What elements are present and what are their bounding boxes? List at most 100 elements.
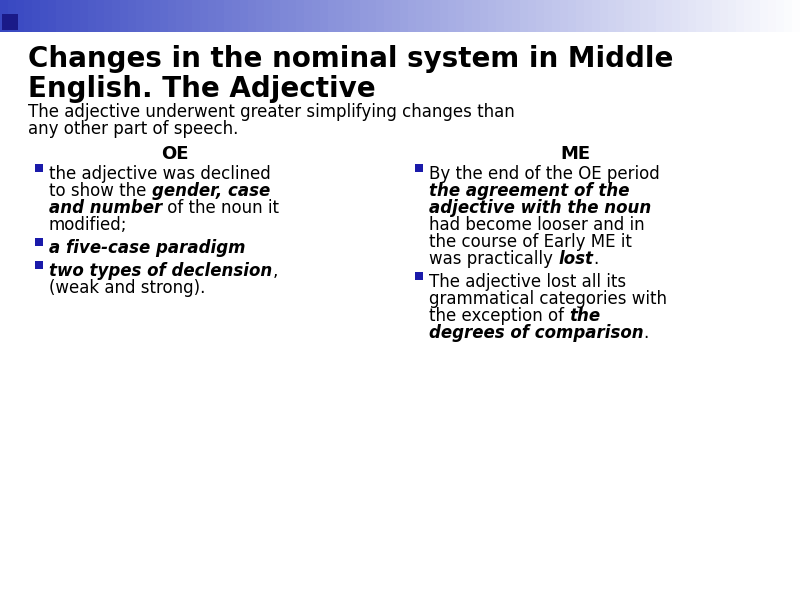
Bar (392, 0, 400, 32)
Bar (672, 0, 680, 32)
Text: grammatical categories with: grammatical categories with (429, 290, 667, 308)
Bar (608, 0, 616, 32)
Bar (400, 0, 408, 32)
Text: the course of Early ME it: the course of Early ME it (429, 233, 632, 251)
Bar (320, 0, 328, 32)
Bar (224, 0, 232, 32)
Text: English. The Adjective: English. The Adjective (28, 75, 376, 103)
Bar (384, 0, 392, 32)
Bar (288, 0, 296, 32)
Bar (72, 0, 80, 32)
Bar (576, 0, 584, 32)
Bar (192, 0, 200, 32)
Bar (415, 164, 423, 172)
Bar (360, 0, 368, 32)
Bar (152, 0, 160, 32)
Bar (488, 0, 496, 32)
Text: OE: OE (162, 145, 189, 163)
Bar (184, 0, 192, 32)
Bar (96, 0, 104, 32)
Bar (600, 0, 608, 32)
Bar (760, 0, 768, 32)
Bar (688, 0, 696, 32)
Bar (680, 0, 688, 32)
Text: .: . (593, 250, 598, 268)
Bar (415, 272, 423, 280)
Bar (792, 0, 800, 32)
Text: of the noun it: of the noun it (162, 199, 279, 217)
Bar (544, 0, 552, 32)
Bar (504, 0, 512, 32)
Text: the: the (570, 307, 600, 325)
Bar (112, 0, 120, 32)
Bar (752, 0, 760, 32)
Bar (784, 0, 792, 32)
Bar (88, 0, 96, 32)
Bar (496, 0, 504, 32)
Bar (472, 0, 480, 32)
Bar (256, 0, 264, 32)
Bar (216, 0, 224, 32)
Bar (432, 0, 440, 32)
Bar (632, 0, 640, 32)
Bar (160, 0, 168, 32)
Bar (168, 0, 176, 32)
Text: two types of declension: two types of declension (49, 262, 272, 280)
Bar (56, 0, 64, 32)
Bar (35, 164, 43, 172)
Bar (35, 261, 43, 269)
Bar (552, 0, 560, 32)
Bar (248, 0, 256, 32)
Bar (480, 0, 488, 32)
Text: adjective with the noun: adjective with the noun (429, 199, 651, 217)
Bar (440, 0, 448, 32)
Text: ,: , (272, 262, 278, 280)
Bar (696, 0, 704, 32)
Bar (144, 0, 152, 32)
Bar (408, 0, 416, 32)
Text: lost: lost (558, 250, 593, 268)
Bar (24, 0, 32, 32)
Bar (16, 0, 24, 32)
Bar (560, 0, 568, 32)
Bar (424, 0, 432, 32)
Text: By the end of the OE period: By the end of the OE period (429, 165, 660, 183)
Bar (344, 0, 352, 32)
Bar (464, 0, 472, 32)
Bar (712, 0, 720, 32)
Bar (240, 0, 248, 32)
Bar (536, 0, 544, 32)
Bar (120, 0, 128, 32)
Bar (520, 0, 528, 32)
Text: any other part of speech.: any other part of speech. (28, 120, 238, 138)
Text: the adjective was declined: the adjective was declined (49, 165, 270, 183)
Text: The adjective lost all its: The adjective lost all its (429, 273, 626, 291)
Bar (136, 0, 144, 32)
Bar (32, 0, 40, 32)
Bar (456, 0, 464, 32)
Text: The adjective underwent greater simplifying changes than: The adjective underwent greater simplify… (28, 103, 514, 121)
Text: was practically: was practically (429, 250, 558, 268)
Bar (776, 0, 784, 32)
Text: .: . (644, 324, 649, 342)
Bar (528, 0, 536, 32)
Text: Changes in the nominal system in Middle: Changes in the nominal system in Middle (28, 45, 674, 73)
Text: had become looser and in: had become looser and in (429, 216, 645, 234)
Bar (656, 0, 664, 32)
Bar (704, 0, 712, 32)
Bar (2, 14, 18, 30)
Bar (304, 0, 312, 32)
Bar (80, 0, 88, 32)
Text: the agreement of the: the agreement of the (429, 182, 630, 200)
Bar (664, 0, 672, 32)
Bar (368, 0, 376, 32)
Bar (264, 0, 272, 32)
Bar (512, 0, 520, 32)
Bar (720, 0, 728, 32)
Text: degrees of comparison: degrees of comparison (429, 324, 644, 342)
Bar (568, 0, 576, 32)
Bar (272, 0, 280, 32)
Bar (416, 0, 424, 32)
Bar (352, 0, 360, 32)
Bar (64, 0, 72, 32)
